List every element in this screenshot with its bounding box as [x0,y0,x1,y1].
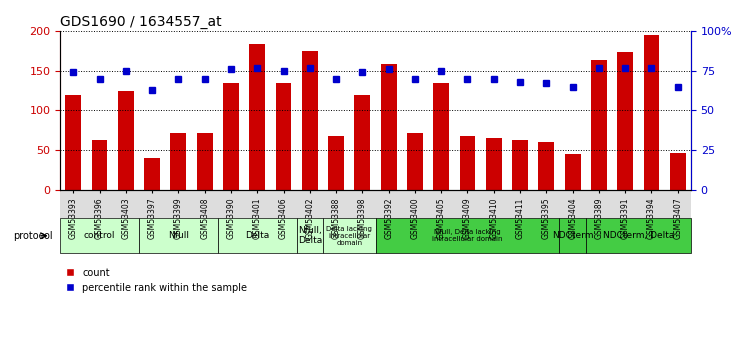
Text: Delta: Delta [245,231,270,240]
Bar [512,140,528,190]
FancyBboxPatch shape [376,218,559,253]
Text: NDCterm: NDCterm [552,231,593,240]
Bar [644,35,659,190]
Text: protocol: protocol [13,231,53,241]
Bar [144,158,160,190]
Bar [354,95,370,190]
Bar [486,138,502,190]
Bar [223,82,239,190]
Bar [381,65,397,190]
Bar [170,132,186,190]
FancyBboxPatch shape [559,218,586,253]
Bar [591,60,607,190]
FancyBboxPatch shape [139,218,218,253]
Text: NDCterm, Delta: NDCterm, Delta [602,231,674,240]
FancyBboxPatch shape [323,218,376,253]
Bar [92,140,107,190]
Bar [118,90,134,190]
Bar [670,153,686,190]
Text: GDS1690 / 1634557_at: GDS1690 / 1634557_at [60,14,222,29]
Text: Nfull, Delta lacking
intracellular domain: Nfull, Delta lacking intracellular domai… [433,229,502,242]
Bar [328,136,344,190]
Text: control: control [84,231,115,240]
FancyBboxPatch shape [586,218,691,253]
Bar [538,142,554,190]
Bar [565,154,581,190]
Text: Nfull,
Delta: Nfull, Delta [297,226,322,246]
Bar [276,82,291,190]
Legend: count, percentile rank within the sample: count, percentile rank within the sample [65,268,247,293]
Bar [302,51,318,190]
Text: Delta lacking
intracellular
domain: Delta lacking intracellular domain [326,226,372,246]
Bar [249,44,265,190]
Bar [460,136,475,190]
Bar [197,132,213,190]
FancyBboxPatch shape [60,190,691,218]
FancyBboxPatch shape [218,218,297,253]
Text: Nfull: Nfull [168,231,189,240]
Bar [407,132,423,190]
Bar [65,95,81,190]
Bar [433,82,449,190]
FancyBboxPatch shape [60,218,139,253]
FancyBboxPatch shape [297,218,323,253]
Bar [617,52,633,190]
